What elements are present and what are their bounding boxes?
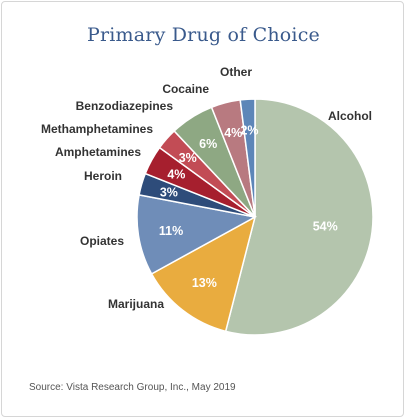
- percent-label-other: 2%: [240, 123, 258, 137]
- percent-label-heroin: 3%: [160, 185, 178, 199]
- category-label-marijuana: Marijuana: [108, 297, 164, 311]
- category-label-alcohol: Alcohol: [328, 109, 372, 123]
- category-label-heroin: Heroin: [84, 169, 122, 183]
- source-note: Source: Vista Research Group, Inc., May …: [29, 382, 236, 393]
- chart-title: Primary Drug of Choice: [87, 24, 320, 46]
- percent-label-cocaine: 4%: [224, 126, 242, 140]
- category-label-benzodiazepines: Benzodiazepines: [76, 99, 174, 113]
- pie-slice-other: [239, 98, 256, 218]
- pie-slice-alcohol: [224, 98, 374, 336]
- percent-label-benzodiazepines: 6%: [199, 137, 217, 151]
- percent-label-alcohol: 54%: [313, 219, 338, 233]
- category-label-methamphetamines: Methamphetamines: [41, 122, 153, 136]
- pie-slice-opiates: [136, 194, 258, 275]
- pie-slice-marijuana: [150, 215, 257, 333]
- category-label-opiates: Opiates: [80, 234, 124, 248]
- percent-label-amphetamines: 4%: [167, 167, 185, 181]
- category-label-other: Other: [220, 65, 252, 79]
- percent-label-marijuana: 13%: [192, 276, 217, 290]
- category-label-amphetamines: Amphetamines: [55, 145, 141, 159]
- category-label-cocaine: Cocaine: [162, 82, 209, 96]
- percent-label-opiates: 11%: [159, 224, 183, 238]
- percent-label-methamphetamines: 3%: [179, 151, 197, 165]
